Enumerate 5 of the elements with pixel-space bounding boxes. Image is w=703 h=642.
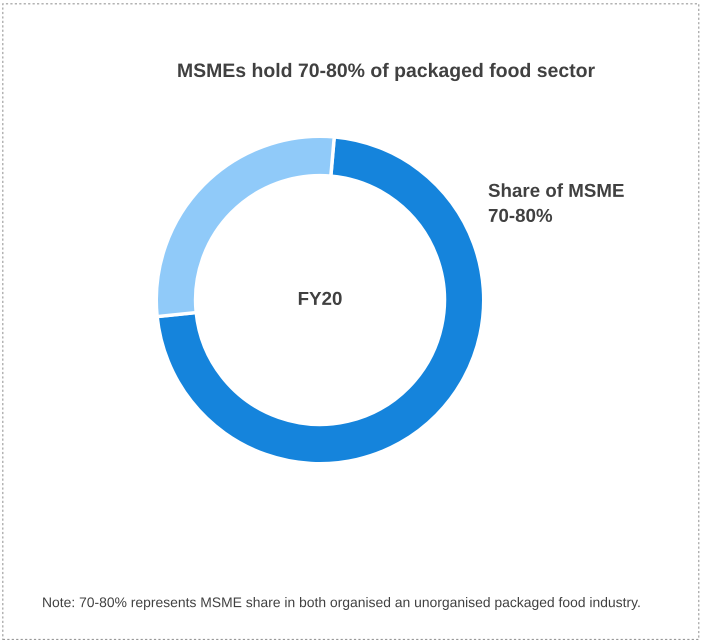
slice-label: Share of MSME	[488, 183, 624, 198]
chart-title: MSMEs hold 70-80% of packaged food sector	[178, 62, 595, 82]
text: FY20	[298, 292, 342, 306]
text: 70-80%	[488, 208, 552, 222]
text: Note: 70-80% represents MSME share in both organised an unorganised packaged food industry.	[43, 597, 640, 610]
